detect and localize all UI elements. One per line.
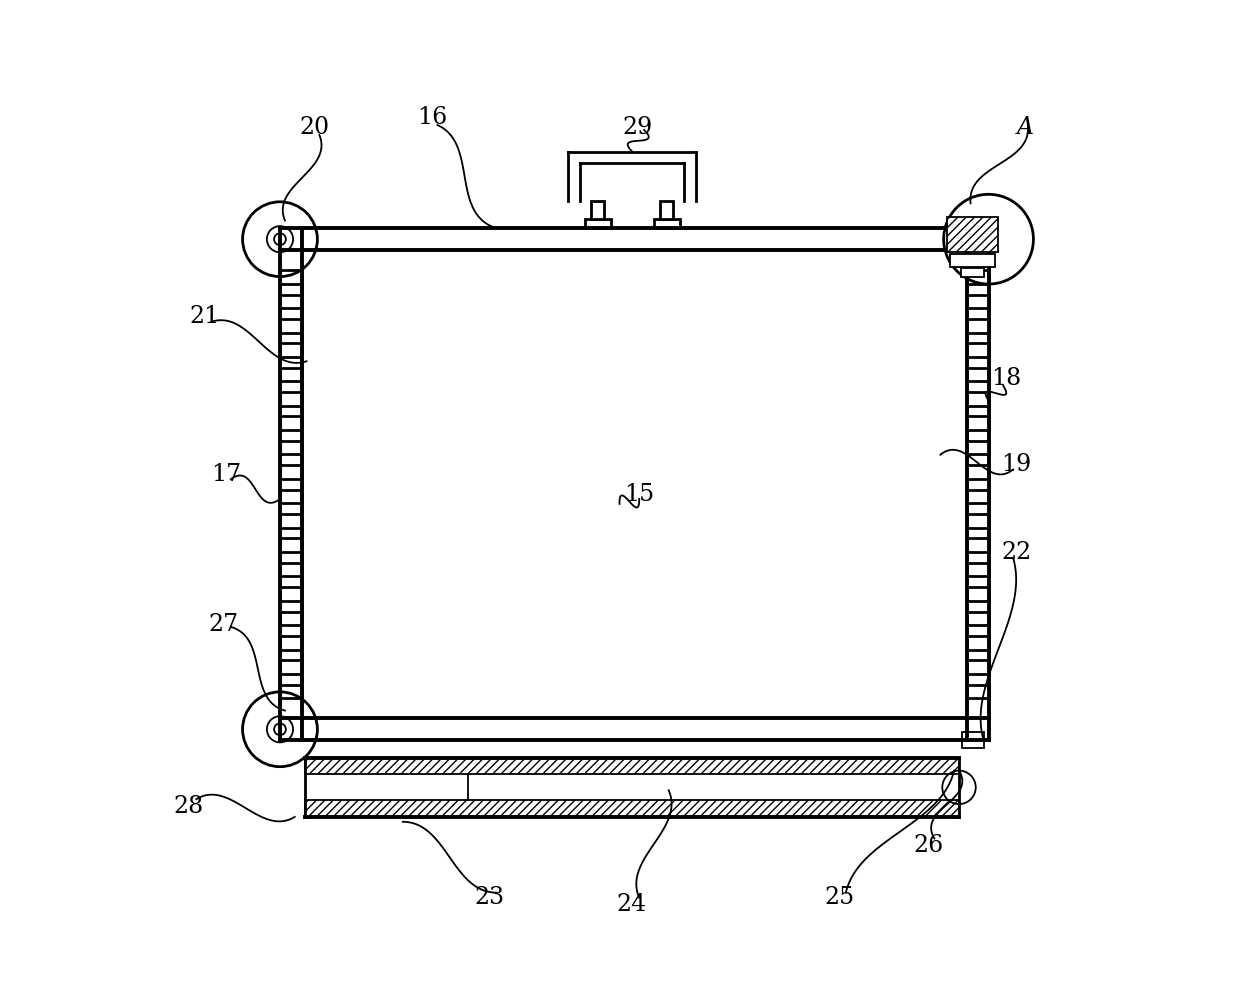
Text: 29: 29	[622, 116, 653, 139]
Text: 27: 27	[209, 614, 239, 637]
Text: 28: 28	[173, 794, 203, 817]
Bar	[585, 219, 611, 229]
Text: 26: 26	[913, 834, 944, 857]
Bar	[305, 800, 959, 817]
Bar	[660, 201, 673, 219]
Text: 20: 20	[300, 116, 330, 139]
Text: 16: 16	[418, 106, 447, 129]
Text: 15: 15	[624, 483, 654, 506]
Text: 17: 17	[211, 463, 240, 486]
Bar	[950, 253, 995, 266]
Bar	[591, 201, 605, 219]
Text: 24: 24	[616, 893, 647, 916]
Text: 19: 19	[1001, 453, 1031, 476]
Text: 18: 18	[991, 367, 1021, 390]
Bar	[961, 733, 984, 748]
Bar	[961, 267, 984, 276]
Text: 22: 22	[1001, 541, 1031, 564]
Bar	[654, 219, 679, 229]
Text: 23: 23	[475, 886, 504, 909]
Text: A: A	[1016, 116, 1033, 139]
Bar	[305, 757, 959, 774]
Bar	[947, 217, 999, 251]
Text: 21: 21	[190, 305, 219, 328]
Text: 25: 25	[825, 886, 855, 909]
